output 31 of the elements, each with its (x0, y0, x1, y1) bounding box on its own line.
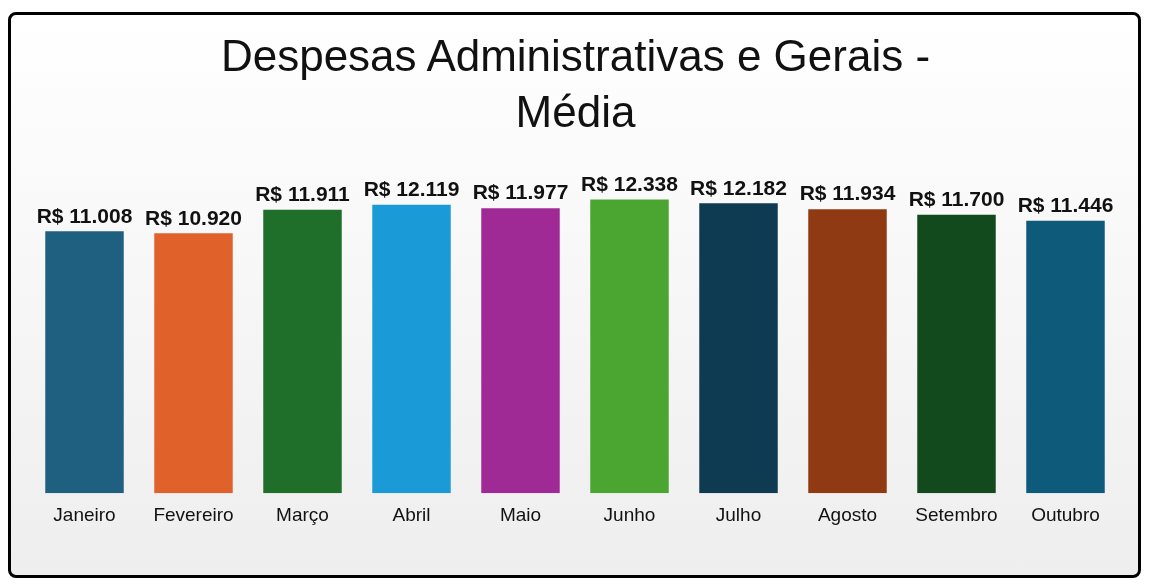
chart-title: Despesas Administrativas e Gerais - Média (219, 30, 932, 138)
bar (1026, 220, 1105, 494)
x-tick-label: Setembro (915, 503, 998, 525)
bar (699, 203, 778, 494)
x-tick-label: Maio (499, 503, 542, 525)
bar (481, 208, 560, 494)
x-tick-label: Janeiro (53, 503, 116, 525)
data-label: R$ 12.119 (363, 177, 460, 201)
data-label: R$ 11.934 (799, 181, 896, 205)
bar (917, 214, 996, 494)
data-label: R$ 11.446 (1017, 193, 1114, 217)
x-tick-label: Julho (715, 503, 762, 525)
bar (154, 233, 233, 494)
data-label: R$ 11.977 (472, 180, 569, 204)
data-label: R$ 11.700 (908, 187, 1005, 211)
x-tick-label: Junho (603, 503, 656, 525)
data-label: R$ 12.338 (581, 171, 679, 195)
data-label: R$ 11.008 (36, 203, 133, 227)
data-label: R$ 11.911 (255, 182, 351, 206)
bar (808, 209, 887, 494)
x-tick-label: Fevereiro (153, 503, 234, 525)
bar (263, 209, 342, 494)
bar (590, 199, 669, 494)
x-tick-label: Abril (392, 503, 431, 525)
bar (45, 231, 124, 494)
data-label: R$ 12.182 (690, 175, 787, 199)
data-label: R$ 10.920 (145, 205, 242, 229)
x-tick-label: Março (276, 503, 329, 525)
bar (372, 204, 451, 494)
x-tick-label: Outubro (1031, 503, 1100, 525)
x-tick-label: Agosto (817, 503, 878, 525)
